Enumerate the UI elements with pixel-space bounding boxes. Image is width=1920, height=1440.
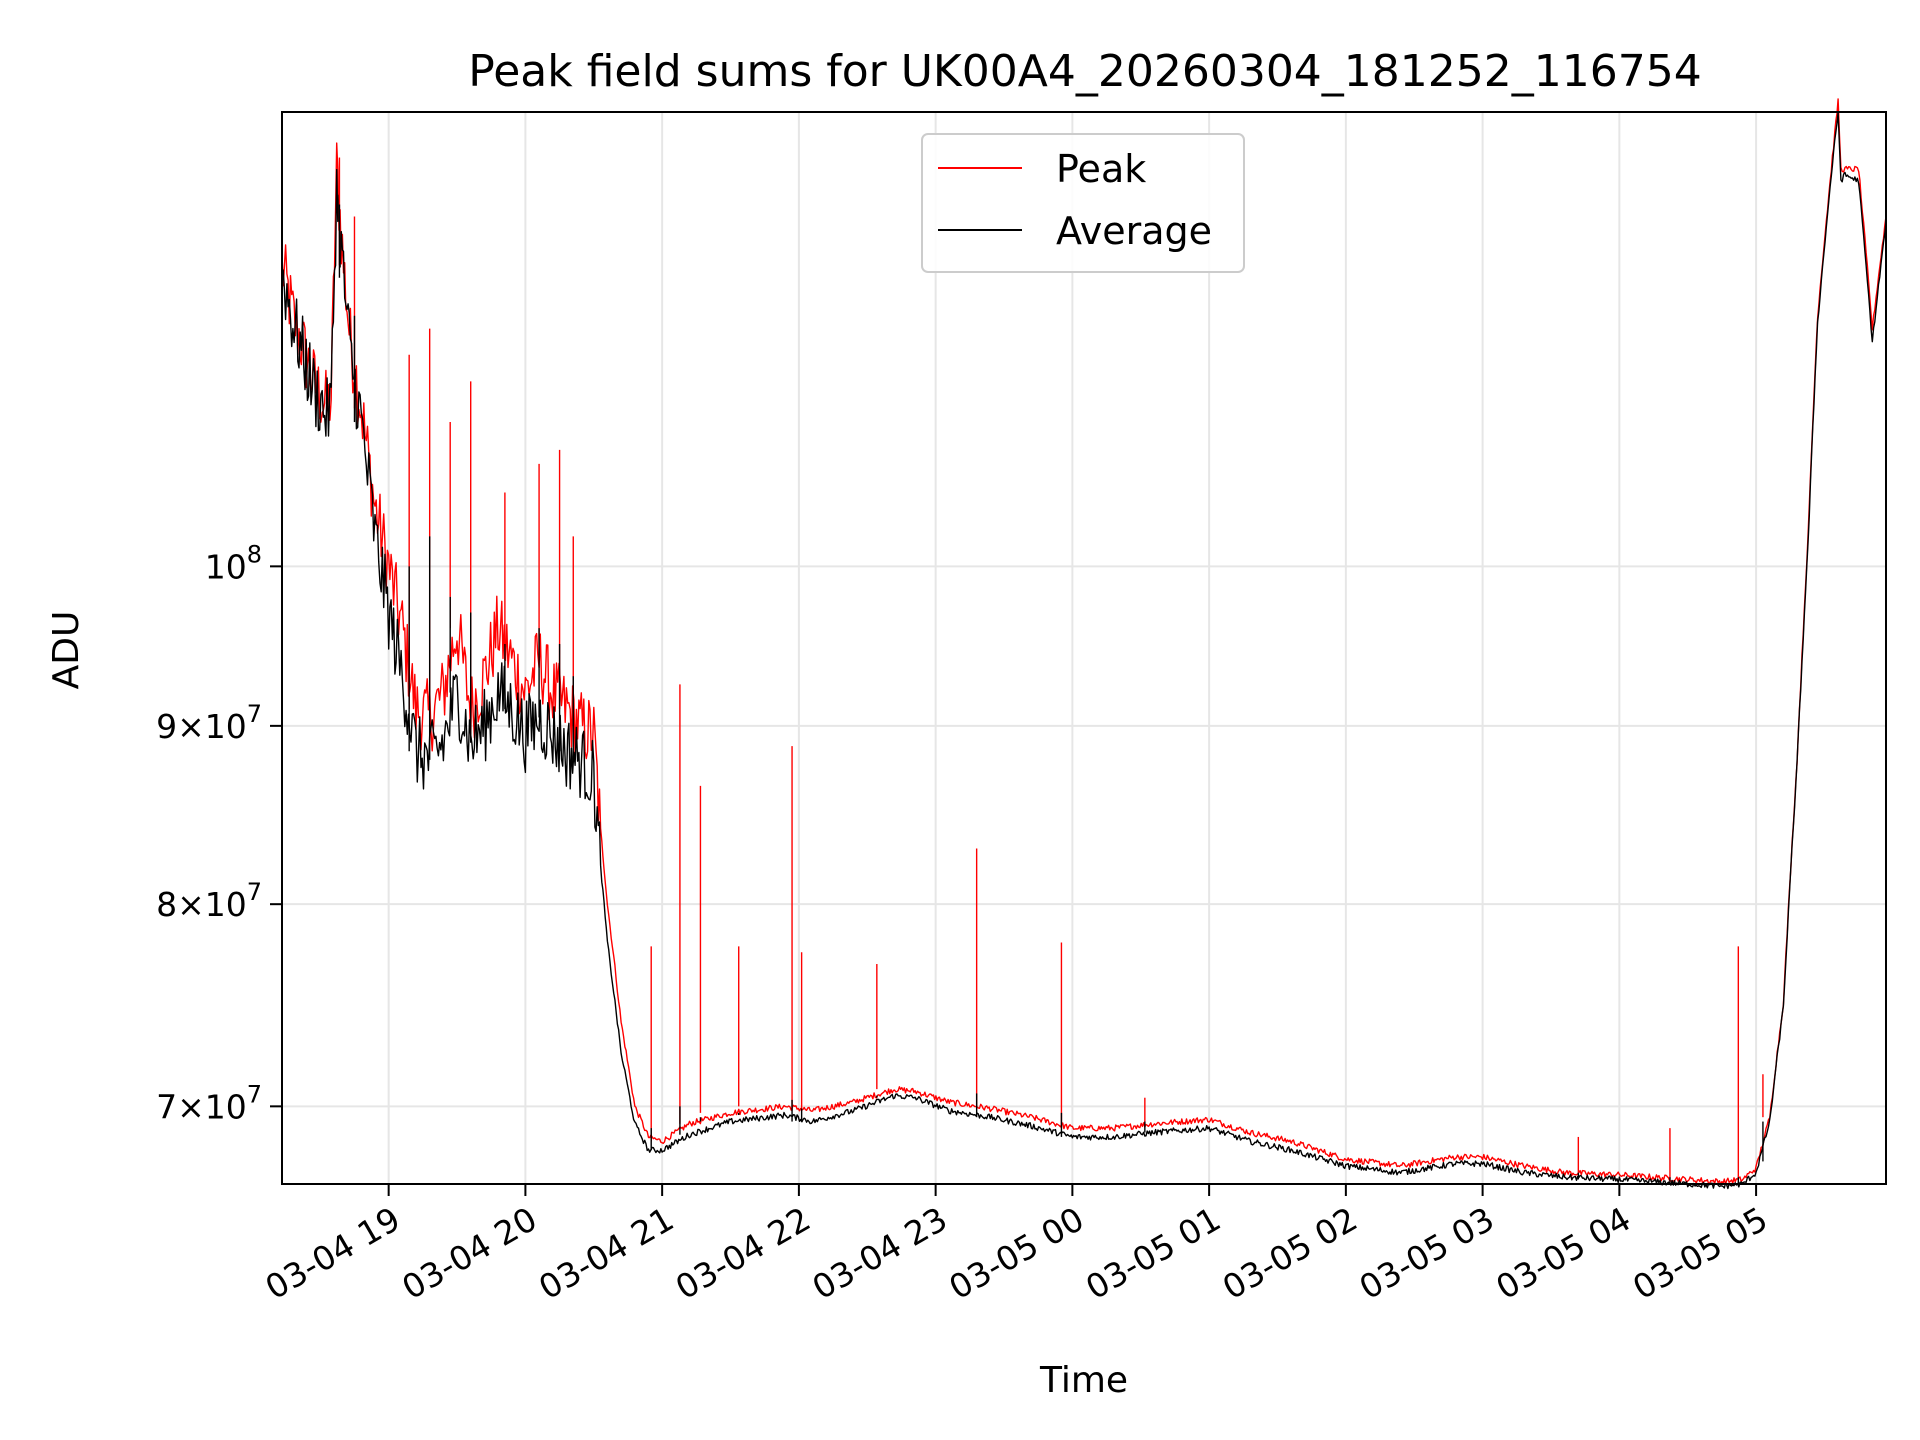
grid-lines xyxy=(282,112,1886,1184)
legend-label-average: Average xyxy=(1056,209,1212,253)
legend-label-peak: Peak xyxy=(1056,147,1146,191)
y-axis-label: ADU xyxy=(46,611,87,690)
plot-frame xyxy=(281,111,1887,1185)
x-tick-label: 03-04 20 xyxy=(395,1199,543,1307)
x-tick-label: 03-04 19 xyxy=(259,1199,407,1307)
y-tick-label: 7×107 xyxy=(156,1080,262,1126)
x-tick-label: 03-05 00 xyxy=(942,1199,1090,1307)
x-tick-label: 03-05 04 xyxy=(1489,1199,1637,1307)
x-tick-label: 03-05 02 xyxy=(1216,1199,1364,1307)
x-tick-label: 03-05 03 xyxy=(1353,1199,1501,1307)
y-tick-label: 9×107 xyxy=(156,700,262,746)
chart-title: Peak field sums for UK00A4_20260304_1812… xyxy=(468,46,1701,97)
y-tick-label: 108 xyxy=(205,540,262,586)
legend: Peak Average xyxy=(921,133,1245,273)
x-tick-label: 03-04 22 xyxy=(669,1199,817,1307)
x-tick-label: 03-05 01 xyxy=(1079,1199,1227,1307)
x-tick-label: 03-05 05 xyxy=(1626,1199,1774,1307)
series-line-average xyxy=(281,111,1887,1190)
x-tick-label: 03-04 21 xyxy=(532,1199,680,1307)
x-axis-label: Time xyxy=(1039,1360,1128,1401)
x-tick-label: 03-04 23 xyxy=(806,1199,954,1307)
series-line-peak xyxy=(281,98,1887,1186)
y-tick-label: 8×107 xyxy=(156,878,262,924)
y-axis: 7×107 8×107 9×107 108 xyxy=(156,540,282,1126)
plot-area xyxy=(281,98,1887,1190)
